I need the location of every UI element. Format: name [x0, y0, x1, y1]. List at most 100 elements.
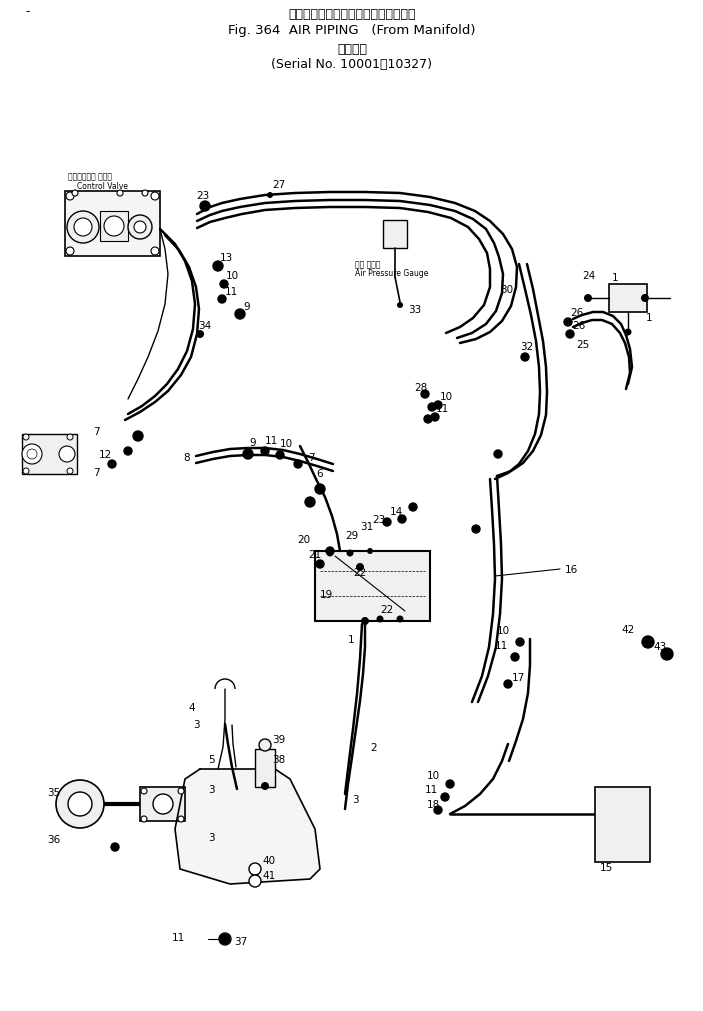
Text: 1: 1 [645, 312, 652, 323]
Text: 7: 7 [308, 453, 315, 463]
Circle shape [261, 448, 269, 456]
Circle shape [141, 789, 147, 795]
Text: Air Pressure Gauge: Air Pressure Gauge [355, 268, 428, 277]
Text: 43: 43 [653, 641, 666, 651]
Circle shape [68, 793, 92, 816]
Circle shape [661, 648, 673, 660]
Text: 9: 9 [243, 301, 250, 311]
Text: 38: 38 [272, 754, 285, 764]
Text: 28: 28 [415, 382, 428, 392]
Circle shape [643, 637, 653, 647]
Circle shape [108, 461, 116, 468]
Circle shape [326, 548, 334, 555]
Circle shape [642, 636, 654, 648]
Text: 26: 26 [572, 320, 586, 331]
Circle shape [56, 780, 104, 828]
Circle shape [249, 876, 261, 887]
Circle shape [104, 216, 124, 237]
Text: 39: 39 [272, 734, 285, 744]
Text: 21: 21 [308, 549, 321, 559]
Text: 3: 3 [208, 785, 215, 795]
Bar [100, 211, 128, 242]
Circle shape [428, 403, 436, 411]
Circle shape [624, 330, 631, 337]
Circle shape [218, 295, 226, 303]
Text: 25: 25 [576, 340, 589, 350]
Circle shape [516, 638, 524, 646]
Circle shape [259, 739, 271, 751]
Circle shape [316, 560, 324, 568]
Circle shape [383, 519, 391, 527]
Circle shape [134, 221, 146, 234]
Circle shape [72, 191, 78, 197]
Circle shape [294, 461, 302, 468]
Polygon shape [175, 769, 320, 885]
Text: 31: 31 [360, 522, 373, 532]
Text: 16: 16 [565, 564, 579, 574]
Circle shape [472, 526, 480, 534]
Text: コントロール バルブ: コントロール バルブ [68, 172, 112, 181]
Circle shape [243, 450, 253, 460]
Circle shape [178, 789, 184, 795]
Text: 22: 22 [354, 567, 367, 577]
Text: 20: 20 [297, 535, 310, 545]
Circle shape [441, 794, 449, 801]
Text: -: - [25, 5, 30, 18]
Text: 3: 3 [193, 719, 200, 729]
Circle shape [367, 548, 373, 554]
Circle shape [261, 783, 269, 791]
Text: 11: 11 [172, 932, 185, 942]
Text: 18: 18 [427, 800, 440, 809]
Circle shape [128, 215, 152, 240]
Text: 32: 32 [520, 342, 534, 352]
Text: 30: 30 [500, 285, 513, 295]
Circle shape [356, 563, 364, 571]
Circle shape [494, 451, 502, 459]
Text: 適用号機: 適用号機 [337, 42, 367, 56]
Circle shape [66, 248, 74, 256]
Text: 42: 42 [621, 625, 635, 634]
Bar [383, 220, 407, 249]
Circle shape [377, 616, 384, 623]
Text: 24: 24 [582, 271, 595, 281]
Circle shape [219, 933, 231, 945]
Circle shape [434, 806, 442, 814]
Text: 23: 23 [372, 515, 385, 525]
Text: 15: 15 [600, 862, 613, 872]
Text: 26: 26 [570, 307, 583, 317]
Text: Control Valve: Control Valve [77, 181, 128, 190]
Text: 11: 11 [495, 640, 508, 650]
Text: 6: 6 [316, 468, 323, 478]
Circle shape [431, 413, 439, 422]
Text: (Serial No. 10001～10327): (Serial No. 10001～10327) [271, 58, 432, 71]
Circle shape [566, 331, 574, 339]
Text: 空気 圧力計: 空気 圧力計 [355, 260, 380, 269]
Circle shape [178, 816, 184, 822]
Text: 2: 2 [370, 742, 377, 752]
Bar [609, 285, 647, 312]
Text: 19: 19 [320, 589, 333, 600]
Circle shape [196, 331, 204, 339]
Circle shape [111, 843, 119, 851]
Text: 11: 11 [425, 785, 438, 795]
Text: 17: 17 [512, 672, 525, 682]
Bar [595, 788, 650, 862]
Bar [255, 749, 275, 788]
Bar [315, 551, 430, 622]
Text: 33: 33 [408, 304, 421, 314]
Circle shape [22, 445, 42, 464]
Text: 35: 35 [47, 788, 60, 798]
Text: 10: 10 [427, 770, 440, 780]
Circle shape [151, 193, 159, 201]
Circle shape [511, 653, 519, 661]
Text: 7: 7 [93, 467, 100, 477]
Circle shape [220, 934, 230, 944]
Text: 10: 10 [440, 391, 453, 401]
Text: 22: 22 [380, 605, 393, 615]
Circle shape [235, 309, 245, 319]
Text: 1: 1 [612, 273, 619, 283]
Circle shape [74, 218, 92, 237]
Circle shape [141, 816, 147, 822]
Text: 9: 9 [249, 438, 256, 448]
Text: 29: 29 [345, 531, 359, 541]
